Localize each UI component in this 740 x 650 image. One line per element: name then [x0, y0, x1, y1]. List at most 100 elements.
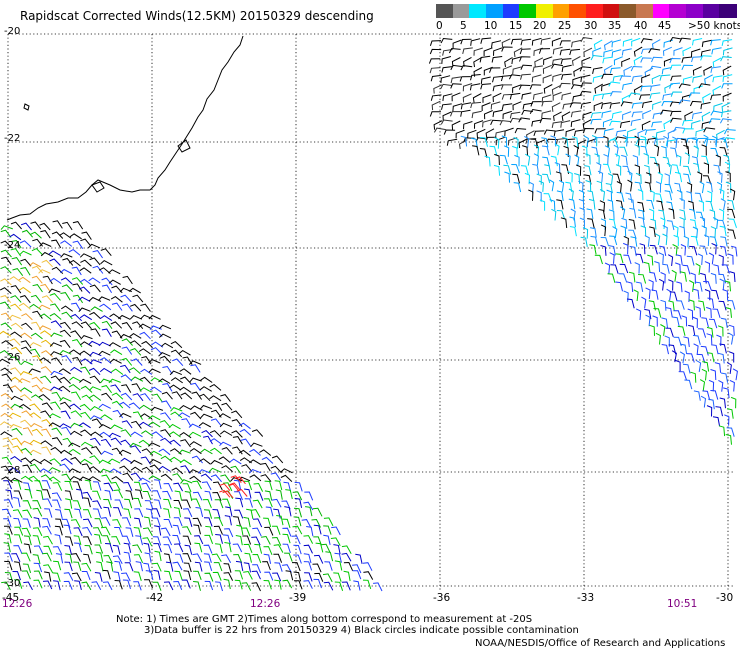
wind-barb — [702, 175, 712, 185]
wind-barb — [148, 442, 161, 448]
note-line-1: Note: 1) Times are GMT 2)Times along bot… — [116, 614, 533, 625]
wind-barb — [134, 508, 144, 518]
wind-barb — [10, 477, 23, 483]
wind-barb — [707, 297, 715, 309]
wind-barb — [724, 280, 731, 292]
wind-barb — [68, 468, 81, 474]
wind-barb — [681, 315, 688, 327]
wind-barb — [114, 499, 124, 509]
wind-barb — [112, 544, 121, 555]
wind-barb — [303, 580, 313, 589]
wind-barb — [688, 92, 701, 98]
wind-barb — [720, 198, 726, 211]
wind-barb — [717, 171, 723, 183]
wind-barb — [682, 76, 693, 85]
wind-barb — [48, 422, 61, 428]
wind-barb — [264, 480, 273, 491]
legend-swatch-15 — [686, 4, 704, 18]
wind-barb — [503, 145, 510, 157]
wind-barb — [532, 65, 543, 73]
wind-barb — [294, 481, 303, 492]
wind-barb — [163, 498, 172, 509]
wind-barb — [158, 324, 172, 330]
wind-barb — [628, 229, 637, 239]
wind-barb — [39, 242, 52, 247]
wind-barb — [100, 517, 111, 526]
wind-barb — [203, 517, 213, 527]
wind-barb — [41, 446, 52, 455]
wind-barb — [579, 217, 586, 230]
wind-barb — [481, 102, 491, 112]
wind-barb — [63, 524, 72, 535]
wind-barb — [72, 240, 84, 249]
wind-barb — [42, 489, 51, 499]
wind-barb — [646, 199, 655, 210]
wind-barb — [60, 457, 73, 465]
wind-barb — [476, 128, 486, 139]
wind-barb — [612, 226, 618, 239]
wind-barb — [640, 145, 648, 156]
wind-barb — [608, 81, 621, 87]
wind-barb — [649, 156, 658, 167]
wind-barb — [254, 491, 264, 501]
wind-barb — [530, 101, 542, 107]
wind-barb — [692, 66, 702, 76]
wind-barb — [501, 93, 513, 100]
wind-barb — [123, 481, 133, 491]
wind-barb — [652, 136, 658, 148]
wind-barb — [138, 439, 151, 447]
wind-barb — [80, 335, 93, 340]
wind-barb — [71, 302, 82, 312]
wind-barb — [703, 162, 710, 174]
wind-barb — [89, 386, 102, 391]
legend-swatch-12 — [636, 4, 654, 18]
wind-barb — [717, 325, 724, 337]
wind-barb — [72, 221, 84, 230]
wind-barb — [611, 49, 622, 57]
wind-barb — [602, 163, 612, 174]
wind-barb — [501, 135, 508, 147]
wind-barb — [699, 379, 706, 391]
wind-barb — [701, 39, 712, 48]
wind-barb — [711, 47, 722, 55]
wind-barb — [631, 102, 643, 109]
wind-barb — [440, 83, 453, 90]
legend-swatch-2 — [469, 4, 487, 18]
wind-barb — [291, 535, 301, 545]
wind-barb — [578, 180, 584, 193]
wind-barb — [655, 233, 661, 246]
wind-barb — [232, 436, 243, 445]
wind-barb — [689, 280, 695, 292]
wind-barb — [668, 344, 677, 355]
wind-barb — [649, 65, 662, 71]
wind-barb — [721, 39, 733, 47]
wind-barb — [682, 363, 691, 374]
wind-barb — [495, 136, 505, 146]
wind-barb — [174, 490, 183, 501]
wind-barb — [235, 560, 244, 572]
wind-barb — [251, 582, 261, 592]
wind-barb — [550, 155, 558, 167]
wind-barb — [170, 377, 183, 384]
wind-barb — [451, 57, 461, 67]
wind-barb — [19, 394, 32, 402]
wind-barb — [718, 273, 727, 284]
wind-barb — [108, 279, 121, 285]
wind-barb — [234, 509, 244, 519]
wind-barb — [480, 37, 492, 44]
wind-barb — [551, 58, 563, 66]
wind-barb — [479, 148, 488, 158]
wind-barb — [42, 525, 52, 535]
wind-barb — [159, 420, 171, 428]
wind-barb — [462, 93, 472, 103]
wind-barb — [69, 376, 82, 382]
wind-barb — [480, 76, 491, 85]
wind-barb — [620, 225, 627, 237]
wind-barb — [54, 534, 62, 545]
wind-barb — [630, 236, 638, 247]
wind-barb — [174, 570, 183, 581]
wind-barb — [40, 375, 52, 384]
wind-barb — [626, 281, 634, 293]
wind-barb — [180, 465, 191, 474]
wind-barb — [92, 527, 103, 536]
